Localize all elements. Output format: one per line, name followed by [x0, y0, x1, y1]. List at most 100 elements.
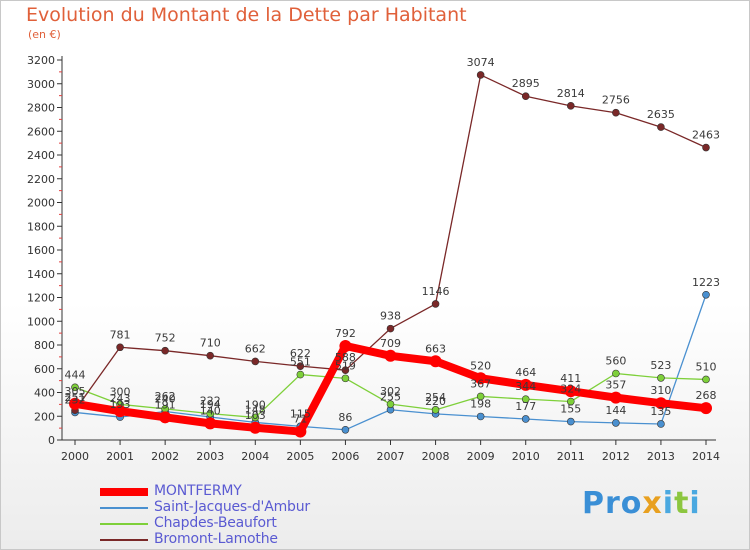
- data-label: 324: [560, 383, 581, 396]
- data-label: 367: [470, 377, 491, 390]
- x-tick-label: 2008: [422, 450, 450, 463]
- data-label: 115: [290, 407, 311, 420]
- line-chart: 0 200 400 600 800 1000 1200 1400 1600 1800 2000 220…: [27, 54, 720, 463]
- legend-swatch: [100, 488, 148, 496]
- data-point: [521, 395, 530, 403]
- data-label: 310: [650, 384, 671, 397]
- data-point: [206, 409, 215, 418]
- data-label: 357: [605, 379, 626, 392]
- y-tick-label: 3000: [27, 78, 55, 91]
- data-point: [341, 366, 350, 374]
- data-point: [294, 425, 307, 438]
- data-point: [474, 372, 487, 385]
- y-tick-label: 1800: [27, 220, 55, 233]
- data-label: 220: [425, 395, 446, 408]
- data-point: [296, 362, 305, 370]
- data-label: 86: [338, 411, 352, 424]
- y-tick-label: 800: [34, 339, 55, 352]
- data-point: [612, 369, 620, 378]
- y-tick-label: 2200: [27, 173, 55, 186]
- y-tick-label: 1000: [27, 315, 55, 328]
- y-tick-label: 3200: [27, 54, 55, 67]
- y-tick-label: 1400: [27, 268, 55, 281]
- logo-part: x: [642, 486, 663, 521]
- x-tick-label: 2006: [331, 450, 359, 463]
- data-point: [161, 346, 169, 355]
- data-label: 300: [110, 385, 131, 398]
- y-tick-label: 1600: [27, 244, 55, 257]
- data-label: 2895: [512, 77, 540, 90]
- data-label: 444: [65, 368, 86, 381]
- data-point: [702, 290, 710, 299]
- chart-subtitle: (en €): [28, 28, 61, 41]
- data-point: [566, 417, 575, 426]
- data-label: 193: [110, 398, 131, 411]
- y-tick-label: 2400: [27, 149, 55, 162]
- data-label: 520: [470, 359, 491, 372]
- data-point: [116, 343, 124, 352]
- data-label: 140: [200, 404, 221, 417]
- data-label: 191: [155, 398, 176, 411]
- data-label: 510: [696, 360, 717, 373]
- x-tick-label: 2005: [286, 450, 314, 463]
- proxiti-logo: Proxiti: [582, 486, 701, 521]
- data-point: [69, 397, 81, 410]
- y-tick-label: 0: [48, 434, 55, 447]
- data-point: [700, 402, 712, 415]
- y-tick-label: 2000: [27, 197, 55, 210]
- data-point: [114, 405, 127, 418]
- data-label: 222: [200, 395, 221, 408]
- x-tick-label: 2007: [377, 450, 405, 463]
- data-label: 194: [200, 398, 221, 411]
- data-label: 663: [425, 342, 446, 355]
- data-label: 144: [605, 404, 626, 417]
- data-point: [609, 391, 622, 404]
- data-point: [386, 400, 395, 408]
- data-point: [249, 421, 262, 434]
- logo-part: i: [662, 486, 675, 521]
- data-label: 662: [245, 342, 266, 355]
- data-label: 268: [696, 389, 717, 402]
- data-label: 251: [65, 391, 86, 404]
- data-label: 190: [245, 398, 266, 411]
- x-tick-label: 2003: [196, 450, 224, 463]
- data-label: 560: [605, 355, 626, 368]
- data-point: [476, 392, 485, 401]
- data-label: 523: [650, 359, 671, 372]
- data-label: 551: [290, 356, 311, 369]
- data-point: [519, 378, 532, 391]
- logo-part: Pro: [582, 486, 643, 521]
- data-label: 243: [110, 392, 131, 405]
- data-label: 1146: [422, 285, 450, 298]
- x-tick-label: 2014: [692, 450, 720, 463]
- data-point: [429, 355, 442, 368]
- legend-label: MONTFERMY: [154, 483, 242, 499]
- data-label: 254: [425, 391, 446, 404]
- data-point: [657, 123, 665, 131]
- data-label: 198: [470, 397, 491, 410]
- legend-swatch: [100, 523, 148, 525]
- data-label: 148: [245, 403, 266, 416]
- data-point: [702, 143, 710, 152]
- data-point: [341, 425, 350, 434]
- x-tick-label: 2009: [467, 450, 495, 463]
- data-point: [521, 92, 530, 101]
- y-tick-label: 200: [34, 410, 55, 423]
- data-label: 155: [560, 403, 581, 416]
- y-tick-label: 600: [34, 363, 55, 376]
- data-label: 240: [155, 393, 176, 406]
- data-label: 709: [380, 337, 401, 350]
- x-tick-label: 2011: [557, 450, 585, 463]
- legend-label: Saint-Jacques-d'Ambur: [154, 499, 310, 515]
- y-tick-label: 2600: [27, 125, 55, 138]
- data-label: 411: [560, 372, 581, 385]
- logo-part: t: [674, 486, 690, 521]
- data-point: [204, 417, 217, 430]
- data-point: [612, 108, 620, 117]
- data-label: 519: [335, 359, 356, 372]
- logo-part: i: [689, 486, 701, 521]
- data-label: 1223: [692, 276, 720, 289]
- data-point: [341, 374, 350, 383]
- data-point: [431, 406, 440, 414]
- data-label: 781: [110, 328, 131, 341]
